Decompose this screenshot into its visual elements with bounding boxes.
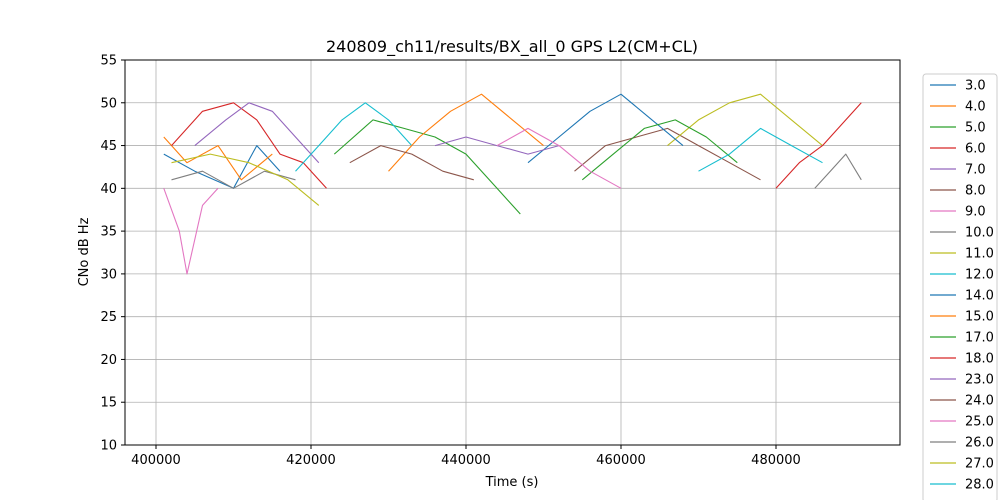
x-axis-label: Time (s) xyxy=(485,475,539,490)
series-line-4.0 xyxy=(163,136,273,181)
legend-entry-label: 10.0 xyxy=(965,226,994,241)
legend-entry-label: 18.0 xyxy=(965,352,994,367)
legend-entry-label: 3.0 xyxy=(965,79,986,94)
legend-entry-label: 7.0 xyxy=(965,163,986,178)
x-tick-label: 460000 xyxy=(596,453,646,468)
series-line-27.0 xyxy=(171,153,320,206)
plot-frame xyxy=(124,59,901,446)
y-tick-label: 10 xyxy=(100,439,117,454)
x-tick-label: 480000 xyxy=(751,453,801,468)
series-line-26.0 xyxy=(814,153,862,189)
y-tick-label: 30 xyxy=(100,267,117,282)
legend-entry-label: 11.0 xyxy=(965,247,994,262)
series-line-25.0 xyxy=(496,127,622,189)
legend-entry-label: 26.0 xyxy=(965,436,994,451)
x-tick-label: 440000 xyxy=(441,453,491,468)
series-line-11.0 xyxy=(667,93,823,147)
legend-entry-label: 9.0 xyxy=(965,205,986,220)
legend-entry-label: 14.0 xyxy=(965,289,994,304)
legend-entry-label: 15.0 xyxy=(965,310,994,325)
legend-entry-label: 8.0 xyxy=(965,184,986,199)
legend-entry-label: 17.0 xyxy=(965,331,994,346)
legend-entry-label: 12.0 xyxy=(965,268,994,283)
series-line-24.0 xyxy=(349,145,474,181)
legend-entry-label: 25.0 xyxy=(965,415,994,430)
legend-entry-label: 24.0 xyxy=(965,394,994,409)
legend-entry-label: 27.0 xyxy=(965,457,994,472)
series-line-7.0 xyxy=(194,102,320,164)
series-line-12.0 xyxy=(295,102,413,172)
y-tick-label: 40 xyxy=(100,182,117,197)
chart-title: 240809_ch11/results/BX_all_0 GPS L2(CM+C… xyxy=(326,37,698,57)
y-tick-label: 20 xyxy=(100,353,117,368)
y-tick-label: 50 xyxy=(100,96,117,111)
series-line-18.0 xyxy=(775,102,862,189)
legend-entry-label: 23.0 xyxy=(965,373,994,388)
series-line-14.0 xyxy=(527,93,684,164)
x-tick-label: 420000 xyxy=(286,453,336,468)
y-tick-label: 25 xyxy=(100,310,117,325)
legend-entry-label: 28.0 xyxy=(965,478,994,493)
legend: 3.0 4.0 5.0 6.0 7.0 8.0 9.0 10.0 11.0 12.0 14.0 15.… xyxy=(922,73,998,500)
x-tick-label: 400000 xyxy=(131,453,181,468)
legend-box xyxy=(922,73,998,500)
series-line-8.0 xyxy=(574,127,761,181)
y-axis-label: CNo dB Hz xyxy=(77,217,92,286)
y-tick-label: 45 xyxy=(100,139,117,154)
y-tick-label: 15 xyxy=(100,396,117,411)
legend-entry-label: 4.0 xyxy=(965,100,986,115)
y-tick-label: 55 xyxy=(100,54,117,69)
legend-entry-label: 5.0 xyxy=(965,121,986,136)
y-tick-label: 35 xyxy=(100,225,117,240)
series-lines xyxy=(163,93,862,275)
series-line-15.0 xyxy=(388,93,544,172)
series-line-17.0 xyxy=(581,119,738,181)
series-line-9.0 xyxy=(163,187,219,275)
y-axis: 10 15 20 25 30 35 40 45 50 55 xyxy=(100,54,125,454)
series-line-28.0 xyxy=(698,127,823,172)
legend-entry-label: 6.0 xyxy=(965,142,986,157)
x-axis: 400000 420000 440000 460000 480000 xyxy=(131,445,801,468)
series-line-5.0 xyxy=(333,119,521,215)
